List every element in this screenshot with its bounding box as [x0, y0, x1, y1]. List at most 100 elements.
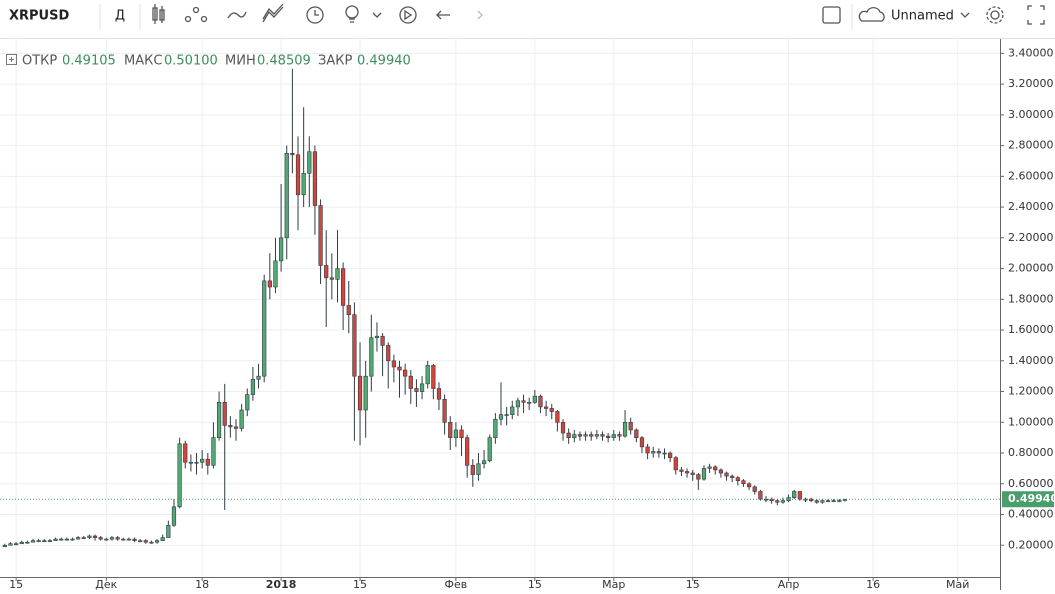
candle-body	[837, 500, 842, 502]
candle-body	[797, 491, 802, 500]
candle-body	[431, 365, 436, 389]
x-tick-label: Фев	[445, 578, 468, 590]
candle-body	[775, 500, 780, 503]
candle-body	[419, 383, 425, 392]
y-tick-label: 2.00000	[1008, 262, 1054, 275]
legend-value: 0.50100	[164, 54, 218, 69]
candle-body	[403, 369, 408, 377]
candle-body	[177, 443, 182, 508]
candle-body	[211, 437, 216, 466]
candle-body	[188, 461, 193, 464]
candle-body	[470, 465, 475, 475]
candle-body	[555, 411, 560, 423]
candle-body	[436, 388, 442, 400]
y-tick-label: 0.80000	[1008, 446, 1054, 459]
candle-body	[228, 425, 233, 428]
candle-body	[166, 524, 171, 538]
candle-body	[532, 395, 537, 403]
candle-body	[42, 540, 47, 542]
x-tick-label: 16	[866, 578, 880, 590]
x-tick-label: Дек	[95, 578, 117, 590]
candle-body	[53, 538, 58, 541]
candle-body	[707, 466, 712, 469]
candle-body	[104, 538, 109, 541]
last-price-label: 0.49940	[1008, 492, 1055, 505]
candle-body	[809, 498, 814, 501]
candle-body	[290, 152, 295, 156]
candle-body	[481, 460, 487, 465]
candle-body	[656, 451, 661, 454]
candle-body	[2, 544, 7, 548]
candle-body	[673, 457, 678, 471]
candle-body	[831, 500, 836, 502]
toolbar-icons[interactable]	[152, 3, 1045, 25]
candle-body	[713, 466, 718, 471]
x-tick-label: 15	[9, 578, 23, 590]
interval[interactable]: Д	[115, 9, 125, 24]
legend-toggle-icon	[9, 57, 14, 62]
candle-body	[572, 434, 577, 438]
candle-body	[346, 305, 351, 315]
candle-body	[504, 414, 509, 416]
candle-body	[369, 337, 374, 377]
candle-body	[81, 537, 86, 539]
candle-body	[397, 366, 402, 371]
symbol[interactable]: XRPUSD	[9, 9, 69, 24]
candle-body	[126, 538, 131, 541]
candle-body	[92, 535, 98, 538]
legend-toggle[interactable]	[6, 54, 17, 65]
candle-body	[792, 491, 797, 498]
legend-label: МИН	[225, 54, 256, 69]
candle-body	[741, 480, 746, 485]
candle-body	[594, 434, 599, 437]
candle-body	[668, 452, 673, 458]
layout-name[interactable]: Unnamed	[891, 9, 954, 24]
candle-body	[64, 538, 69, 541]
candle-body	[13, 543, 19, 546]
candle-body	[121, 538, 126, 541]
y-tick-label: 0.20000	[1008, 538, 1054, 551]
candle-body	[448, 421, 453, 438]
candle-body	[820, 500, 825, 503]
candle-body	[825, 500, 831, 502]
y-tick-label: 3.40000	[1008, 46, 1054, 59]
candle-body	[357, 375, 363, 411]
x-tick-label: Мар	[602, 578, 625, 590]
candle-body	[544, 406, 549, 409]
candle-body	[724, 472, 729, 477]
candle-body	[600, 434, 605, 437]
candle-body	[239, 409, 244, 429]
candle-body	[679, 469, 684, 472]
x-tick-label: 15	[528, 578, 542, 590]
candle-body	[780, 500, 786, 503]
candle-body	[295, 154, 301, 196]
ohlc-legend: ОТКР 0.49105 МАКС 0.50100 МИН 0.48509 ЗА…	[6, 54, 411, 69]
candle-body	[262, 280, 267, 377]
candle-body	[216, 402, 222, 438]
candle-body	[566, 432, 571, 438]
candle-body	[233, 426, 239, 429]
candle-body	[842, 498, 848, 501]
candle-body	[250, 378, 256, 395]
legend-label: МАКС	[124, 54, 162, 69]
candle-body	[154, 540, 160, 543]
y-tick-label: 1.20000	[1008, 385, 1054, 398]
candle-body	[138, 540, 143, 542]
candle-body	[143, 540, 148, 543]
candle-body	[622, 421, 628, 437]
candle-body	[442, 398, 447, 423]
candle-body	[730, 475, 735, 478]
candle-body	[752, 486, 757, 492]
candle-body	[59, 538, 64, 541]
candle-body	[538, 395, 543, 408]
candle-body	[617, 434, 622, 437]
candle-body	[651, 451, 656, 454]
candle-body	[515, 400, 521, 408]
y-tick-label: 1.40000	[1008, 354, 1054, 367]
y-tick-label: 1.80000	[1008, 292, 1054, 305]
candle-body	[662, 452, 667, 455]
candle-body	[160, 537, 165, 541]
legend-label: ОТКР	[22, 54, 57, 69]
candle-body	[628, 421, 633, 431]
candle-body	[278, 237, 284, 262]
